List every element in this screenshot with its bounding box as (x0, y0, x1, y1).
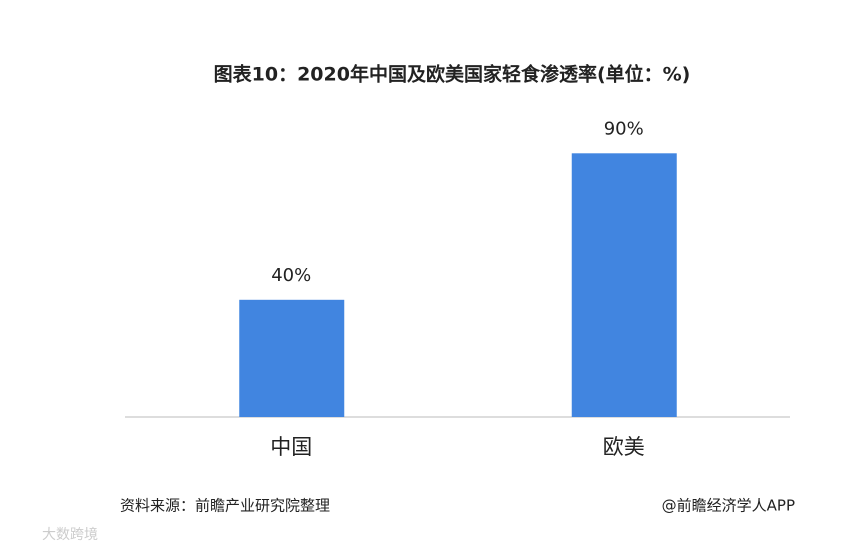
value-label: 40% (271, 265, 311, 286)
bar (239, 299, 345, 417)
bar (571, 153, 677, 418)
x-tick-label: 中国 (270, 435, 312, 459)
source-note: 资料来源：前瞻产业研究院整理 (120, 497, 330, 515)
value-label: 90% (604, 118, 644, 139)
chart-title: 图表10：2020年中国及欧美国家轻食渗透率(单位：%) (214, 63, 691, 86)
watermark: 大数跨境 (42, 527, 98, 543)
credit: @前瞻经济学人APP (662, 497, 795, 515)
x-tick-label: 欧美 (603, 435, 645, 459)
